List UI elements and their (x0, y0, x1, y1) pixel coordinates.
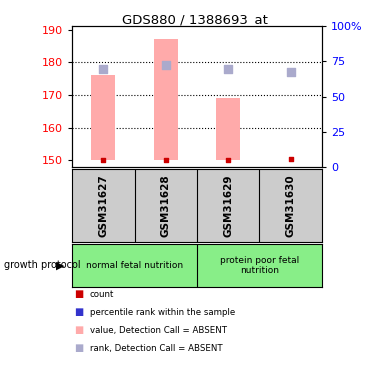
Bar (92, 75, 115, 160)
Text: protein poor fetal
nutrition: protein poor fetal nutrition (220, 256, 299, 275)
Point (100, 158, 106, 164)
Point (100, 66, 106, 72)
Text: count: count (90, 290, 114, 299)
Text: GSM31630: GSM31630 (285, 174, 296, 237)
Point (163, 158, 169, 164)
Text: GSM31628: GSM31628 (161, 174, 171, 237)
Text: ■: ■ (74, 308, 83, 317)
Text: ▶: ▶ (56, 260, 65, 270)
Point (163, 63, 169, 69)
Point (287, 156, 294, 162)
Point (225, 158, 231, 164)
Bar (154, 39, 177, 160)
Point (225, 66, 231, 72)
Text: normal fetal nutrition: normal fetal nutrition (86, 261, 183, 270)
Text: ■: ■ (74, 290, 83, 299)
Text: GDS880 / 1388693_at: GDS880 / 1388693_at (122, 13, 268, 26)
Text: ■: ■ (74, 326, 83, 335)
Text: growth protocol: growth protocol (4, 260, 80, 270)
Text: ■: ■ (74, 344, 83, 353)
Text: GSM31627: GSM31627 (98, 174, 108, 237)
Text: value, Detection Call = ABSENT: value, Detection Call = ABSENT (90, 326, 227, 335)
Text: rank, Detection Call = ABSENT: rank, Detection Call = ABSENT (90, 344, 222, 353)
Point (287, 69, 294, 75)
Text: GSM31629: GSM31629 (223, 174, 233, 237)
Bar (216, 98, 240, 160)
Text: percentile rank within the sample: percentile rank within the sample (90, 308, 235, 317)
